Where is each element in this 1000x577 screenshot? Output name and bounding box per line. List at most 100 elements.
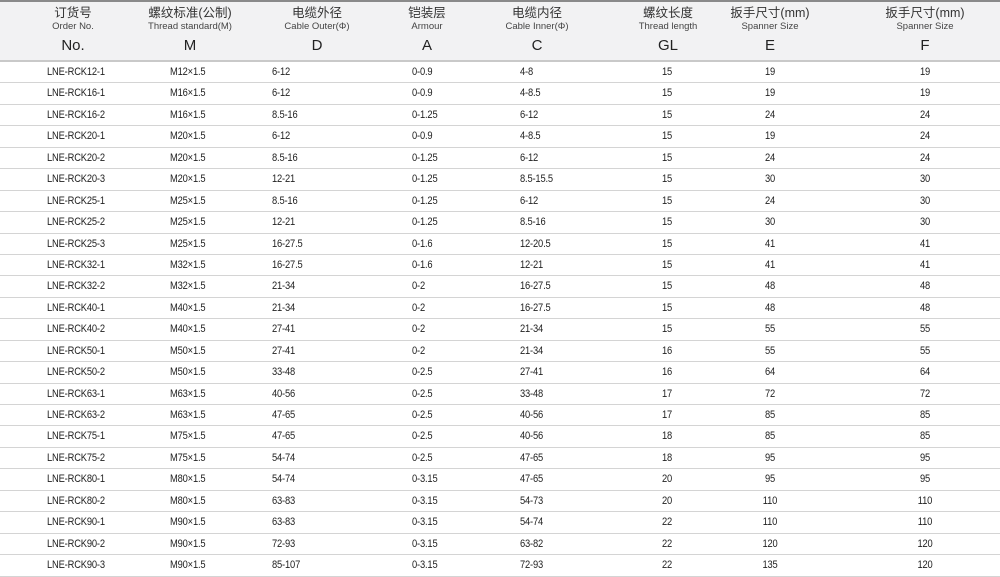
table-row: LNE-RCK80-1 M80×1.5 54-74 0-3.15 47-65 20 95 95 [0, 469, 1000, 491]
cell-spanner-size-e: 110 [762, 516, 778, 529]
header-en: Cable Inner(Φ) [505, 21, 569, 32]
cell-thread-standard: M25×1.5 [170, 216, 206, 229]
table-row: LNE-RCK75-2 M75×1.5 54-74 0-2.5 47-65 18 95 95 [0, 448, 1000, 470]
cell-cable-outer: 21-34 [272, 280, 296, 293]
cell-order-no: LNE-RCK75-2 [47, 451, 105, 464]
cell-cable-outer: 6-12 [272, 66, 291, 78]
table-row: LNE-RCK50-1 M50×1.5 27-41 0-2 21-34 16 55 55 [0, 341, 1000, 363]
cell-cable-outer: 6-12 [272, 130, 291, 143]
table-row: LNE-RCK75-1 M75×1.5 47-65 0-2.5 40-56 18 85 85 [0, 426, 1000, 448]
cell-spanner-size-f: 110 [917, 516, 933, 529]
cell-cable-inner: 6-12 [520, 108, 539, 121]
cell-cable-inner: 47-65 [520, 451, 544, 464]
cell-cable-inner: 54-74 [520, 516, 544, 529]
cell-order-no: LNE-RCK25-3 [47, 237, 105, 250]
cell-spanner-size-f: 24 [919, 130, 931, 143]
cell-spanner-size-e: 30 [764, 173, 776, 186]
cell-cable-inner: 12-20.5 [520, 237, 551, 250]
cell-spanner-size-e: 19 [764, 130, 776, 143]
cell-armour: 0-2.5 [412, 387, 433, 400]
cell-spanner-size-e: 24 [764, 151, 776, 164]
cell-spanner-size-e: 24 [764, 194, 776, 207]
cell-spanner-size-f: 24 [919, 108, 931, 121]
cell-spanner-size-e: 30 [764, 216, 776, 229]
cell-thread-length: 18 [661, 451, 673, 464]
cell-armour: 0-2 [412, 344, 426, 357]
cell-thread-length: 22 [661, 537, 673, 550]
table-row: LNE-RCK20-2 M20×1.5 8.5-16 0-1.25 6-12 15 24 24 [0, 148, 1000, 170]
header-cn: 螺纹标准(公制) [148, 6, 232, 20]
cell-armour: 0-1.25 [412, 216, 438, 229]
cell-spanner-size-e: 85 [764, 430, 776, 443]
cell-thread-length: 22 [661, 559, 673, 572]
cell-order-no: LNE-RCK32-1 [47, 258, 105, 271]
header-cn: 电缆内径 [511, 6, 562, 20]
cell-order-no: LNE-RCK63-1 [47, 387, 105, 400]
cell-armour: 0-1.25 [412, 108, 438, 121]
cell-thread-standard: M12×1.5 [170, 66, 206, 78]
cell-order-no: LNE-RCK75-1 [47, 430, 105, 443]
cell-cable-inner: 4-8.5 [520, 130, 541, 143]
cell-thread-standard: M50×1.5 [170, 344, 206, 357]
cell-thread-standard: M16×1.5 [170, 108, 206, 121]
cell-order-no: LNE-RCK16-2 [47, 108, 105, 121]
cell-thread-length: 20 [661, 494, 673, 507]
cell-thread-length: 15 [661, 173, 673, 186]
cell-thread-standard: M75×1.5 [170, 451, 206, 464]
table-row: LNE-RCK63-1 M63×1.5 40-56 0-2.5 33-48 17 72 72 [0, 384, 1000, 405]
cell-spanner-size-f: 120 [917, 537, 933, 550]
cell-cable-inner: 40-56 [520, 409, 544, 421]
cell-order-no: LNE-RCK40-1 [47, 301, 105, 314]
cell-cable-inner: 21-34 [520, 344, 544, 357]
header-order-no: 订货号 Order No. No. [0, 6, 153, 57]
table-header: 订货号 Order No. No. 螺纹标准(公制) Thread standard(M… [0, 0, 1000, 62]
cell-thread-standard: M50×1.5 [170, 366, 206, 379]
header-thread-standard: 螺纹标准(公制) Thread standard(M) M [110, 6, 270, 57]
cell-thread-standard: M32×1.5 [170, 280, 206, 293]
header-en: Armour [411, 21, 443, 32]
cell-spanner-size-e: 120 [762, 537, 778, 550]
cell-spanner-size-f: 24 [919, 151, 931, 164]
header-cable-inner: 电缆内径 Cable Inner(Φ) C [457, 6, 617, 57]
header-en: Order No. [52, 21, 94, 32]
cell-armour: 0-0.9 [412, 87, 433, 100]
cell-thread-length: 15 [661, 237, 673, 250]
cell-cable-inner: 72-93 [520, 559, 544, 572]
cell-thread-standard: M80×1.5 [170, 473, 206, 486]
header-en: Cable Outer(Φ) [284, 21, 350, 32]
cell-order-no: LNE-RCK90-3 [47, 559, 105, 572]
cell-spanner-size-e: 72 [764, 387, 776, 400]
cell-spanner-size-f: 85 [919, 409, 931, 421]
cell-thread-standard: M25×1.5 [170, 194, 206, 207]
cell-thread-length: 17 [661, 387, 673, 400]
cell-spanner-size-f: 19 [919, 87, 931, 100]
cell-cable-outer: 6-12 [272, 87, 291, 100]
cell-order-no: LNE-RCK25-1 [47, 194, 105, 207]
table-row: LNE-RCK16-1 M16×1.5 6-12 0-0.9 4-8.5 15 19 19 [0, 83, 1000, 105]
table-row: LNE-RCK25-2 M25×1.5 12-21 0-1.25 8.5-16 15 30 3… [0, 212, 1000, 234]
cell-thread-length: 16 [661, 366, 673, 379]
table-row: LNE-RCK32-1 M32×1.5 16-27.5 0-1.6 12-21 15 41 4… [0, 255, 1000, 277]
cell-spanner-size-f: 48 [919, 301, 931, 314]
header-sym: F [920, 37, 930, 54]
header-en: Spanner Size [741, 21, 799, 32]
cell-spanner-size-f: 55 [919, 344, 931, 357]
table-row: LNE-RCK90-3 M90×1.5 85-107 0-3.15 72-93 22 135… [0, 555, 1000, 577]
cell-armour: 0-3.15 [412, 473, 438, 486]
cell-cable-inner: 16-27.5 [520, 301, 551, 314]
cell-cable-outer: 54-74 [272, 473, 296, 486]
header-cable-outer: 电缆外径 Cable Outer(Φ) D [237, 6, 397, 57]
table-row: LNE-RCK12-1 M12×1.5 6-12 0-0.9 4-8 15 19 19 [0, 62, 1000, 84]
cell-armour: 0-0.9 [412, 130, 433, 143]
cell-thread-standard: M63×1.5 [170, 409, 206, 421]
cell-spanner-size-f: 41 [919, 237, 931, 250]
cell-cable-outer: 63-83 [272, 494, 296, 507]
table-row: LNE-RCK40-2 M40×1.5 27-41 0-2 21-34 15 55 55 [0, 319, 1000, 341]
cell-thread-length: 22 [661, 516, 673, 529]
cell-thread-length: 15 [661, 194, 673, 207]
cell-thread-length: 15 [661, 108, 673, 121]
cell-order-no: LNE-RCK20-3 [47, 173, 105, 186]
table-body: LNE-RCK12-1 M12×1.5 6-12 0-0.9 4-8 15 19 19 LNE-… [0, 62, 1000, 577]
cell-armour: 0-0.9 [412, 66, 433, 78]
cell-spanner-size-f: 41 [919, 258, 931, 271]
